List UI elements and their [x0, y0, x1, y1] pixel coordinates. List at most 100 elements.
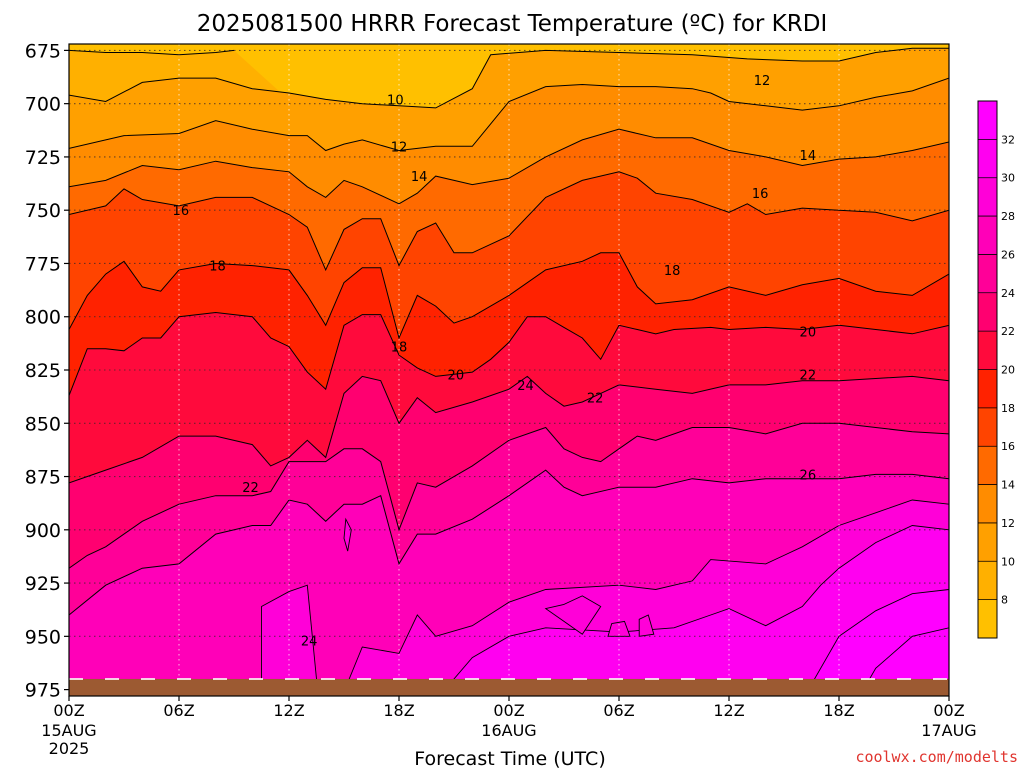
colorbar-label: 18: [1001, 402, 1015, 415]
closed-cell-2: [638, 614, 655, 637]
colorbar-swatch-6: [978, 599, 997, 639]
site-credit: coolwx.com/modelts: [855, 748, 1018, 766]
y-tick-label: 925: [25, 573, 61, 595]
x-tick-label: 00Z: [933, 701, 964, 720]
contour-12: [69, 77, 949, 152]
contour-24: [69, 422, 949, 569]
contour-layer: [69, 47, 949, 616]
contour-14: [69, 128, 949, 205]
contour-20: [69, 311, 949, 396]
x-tick-label: 06Z: [603, 701, 634, 720]
colorbar-label: 10: [1001, 555, 1015, 568]
contour-22: [69, 375, 949, 484]
y-axis: 675 700 725 750 775 800 825 850 875 900 925 950 975: [25, 40, 69, 702]
contour-label: 26: [800, 468, 817, 483]
contour-18: [69, 252, 949, 340]
temperature-fill-layer: [69, 44, 949, 696]
contour-8: [69, 49, 235, 56]
x-tick-label: 06Z: [163, 701, 194, 720]
x-tick-label: 12Z: [273, 701, 304, 720]
contour-label: 16: [173, 204, 190, 219]
x-axis-title: Forecast Time (UTC): [414, 748, 605, 768]
colorbar-label: 28: [1001, 210, 1015, 223]
colorbar-label: 16: [1001, 440, 1015, 453]
warm-zone-34: [859, 627, 949, 696]
colorbar: 8 10 12 14 16 18 20 22 24 26 28 30 32: [977, 100, 1015, 639]
colorbar-label: 26: [1001, 248, 1015, 261]
colorbar-swatch-10: [978, 522, 997, 562]
x-tick-label: 18Z: [383, 701, 414, 720]
contour-label: 12: [754, 74, 771, 89]
contour-label: 24: [301, 635, 318, 650]
contour-label: 10: [387, 93, 404, 108]
ground-strip: [69, 678, 949, 696]
warm-zone-30: [438, 525, 949, 696]
y-tick-label: 675: [25, 40, 61, 62]
contour-10: [69, 47, 949, 109]
contour-label: 14: [800, 149, 817, 164]
colorbar-label: 8: [1001, 594, 1008, 607]
x-tick-label: 00Z: [53, 701, 84, 720]
contour-label: 22: [800, 368, 817, 383]
x-tick-date: 17AUG: [921, 721, 976, 740]
y-tick-label: 875: [25, 467, 61, 489]
colorbar-label: 30: [1001, 172, 1015, 185]
colorbar-label: 22: [1001, 325, 1015, 338]
colorbar-swatch-18: [978, 369, 997, 409]
colorbar-swatch-32: [978, 101, 997, 140]
contour-label: 16: [752, 187, 769, 202]
contour-label: 22: [587, 392, 604, 407]
contour-label: 18: [664, 264, 681, 279]
x-tick-label: 12Z: [713, 701, 744, 720]
colorbar-swatch-22: [978, 292, 997, 332]
contour-label: 20: [448, 368, 465, 383]
colorbar-swatch-20: [978, 331, 997, 370]
y-tick-label: 725: [25, 147, 61, 169]
y-tick-label: 800: [25, 307, 61, 329]
x-tick-date: 15AUG: [41, 721, 96, 740]
ground-layer: [69, 677, 949, 696]
contour-16: [69, 171, 949, 272]
x-tick-label: 18Z: [823, 701, 854, 720]
colorbar-swatch-24: [978, 254, 997, 294]
contour-label: 18: [209, 260, 226, 275]
y-tick-label: 750: [25, 200, 61, 222]
contour-26: [69, 469, 949, 616]
y-tick-label: 950: [25, 626, 61, 648]
x-tick-date: 16AUG: [481, 721, 536, 740]
x-tick-year: 2025: [49, 739, 90, 758]
colorbar-swatch-8: [978, 561, 997, 601]
colorbar-label: 32: [1001, 133, 1015, 146]
y-tick-label: 975: [25, 680, 61, 702]
chart-title: 2025081500 HRRR Forecast Temperature (ºC…: [197, 11, 827, 37]
contour-label: 22: [242, 481, 259, 496]
colorbar-label: 20: [1001, 364, 1015, 377]
contour-label: 20: [800, 326, 817, 341]
contour-label: 14: [411, 170, 428, 185]
contour-label: 18: [391, 341, 408, 356]
closed-cell-3: [343, 517, 352, 552]
x-tick-label: 00Z: [493, 701, 524, 720]
y-tick-label: 850: [25, 413, 61, 435]
colorbar-swatch-30: [978, 139, 997, 179]
colorbar-label: 14: [1001, 479, 1015, 492]
contour-label: 12: [391, 140, 408, 155]
grid-layer: [69, 44, 949, 696]
colorbar-label: 24: [1001, 287, 1015, 300]
colorbar-swatch-28: [978, 177, 997, 217]
colorbar-swatch-14: [978, 446, 997, 486]
y-tick-label: 900: [25, 520, 61, 542]
colorbar-swatch-12: [978, 484, 997, 524]
y-tick-label: 825: [25, 360, 61, 382]
colorbar-swatch-16: [978, 407, 997, 447]
contour-label: 24: [517, 379, 534, 394]
closed-cell-0: [544, 595, 602, 635]
colorbar-swatch-26: [978, 216, 997, 255]
colorbar-label: 12: [1001, 517, 1015, 530]
y-tick-label: 700: [25, 94, 61, 116]
y-tick-label: 775: [25, 253, 61, 275]
